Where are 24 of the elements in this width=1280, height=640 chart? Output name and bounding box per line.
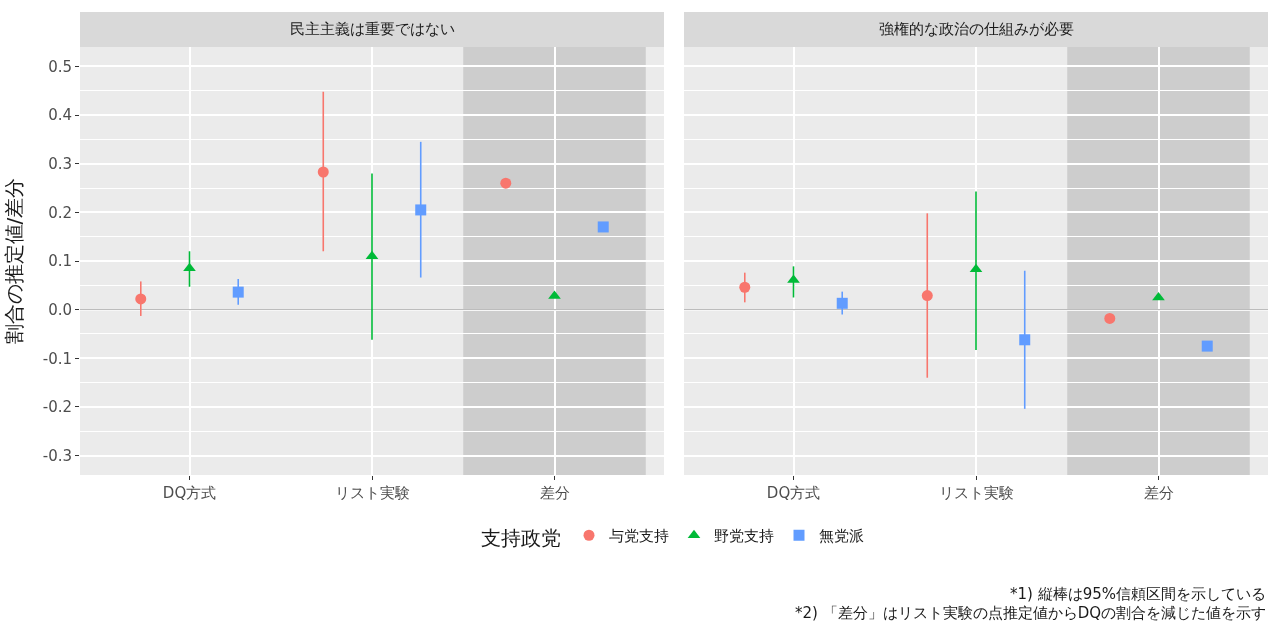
x-tick-label: 差分 [539,484,570,502]
chart-title: 強権的な政治の仕組みが必要 [879,20,1074,38]
x-tick-label: DQ方式 [766,484,821,502]
x-tick-label: リスト実験 [938,484,1014,502]
legend-label: 与党支持 [609,527,669,546]
y-tick-label: -0.1 [42,349,72,368]
y-tick-label: 0.0 [48,300,72,319]
text: *2) 「差分」はリスト実験の点推定値からDQの割合を減じた値を示す [795,604,1267,622]
y-tick-label: -0.2 [42,398,72,417]
legend-label: 野党支持 [714,527,774,546]
legend-title: 支持政党 [481,526,561,550]
y-axis-title: 割合の推定値/差分 [2,177,27,345]
text: *1) 縦棒は95%信頼区間を示している [1010,585,1267,603]
x-tick-label: DQ方式 [162,484,217,502]
x-tick-label: 差分 [1143,484,1174,502]
y-tick-label: 0.2 [48,203,72,222]
y-tick-label: 0.1 [48,252,72,271]
y-tick-label: 0.3 [48,154,72,173]
y-tick-label: 0.4 [48,106,72,125]
legend-label: 無党派 [819,527,864,546]
x-tick-label: リスト実験 [334,484,410,502]
chart-title: 民主主義は重要ではない [290,20,455,38]
y-tick-label: -0.3 [42,446,72,465]
y-tick-label: 0.5 [48,57,72,76]
